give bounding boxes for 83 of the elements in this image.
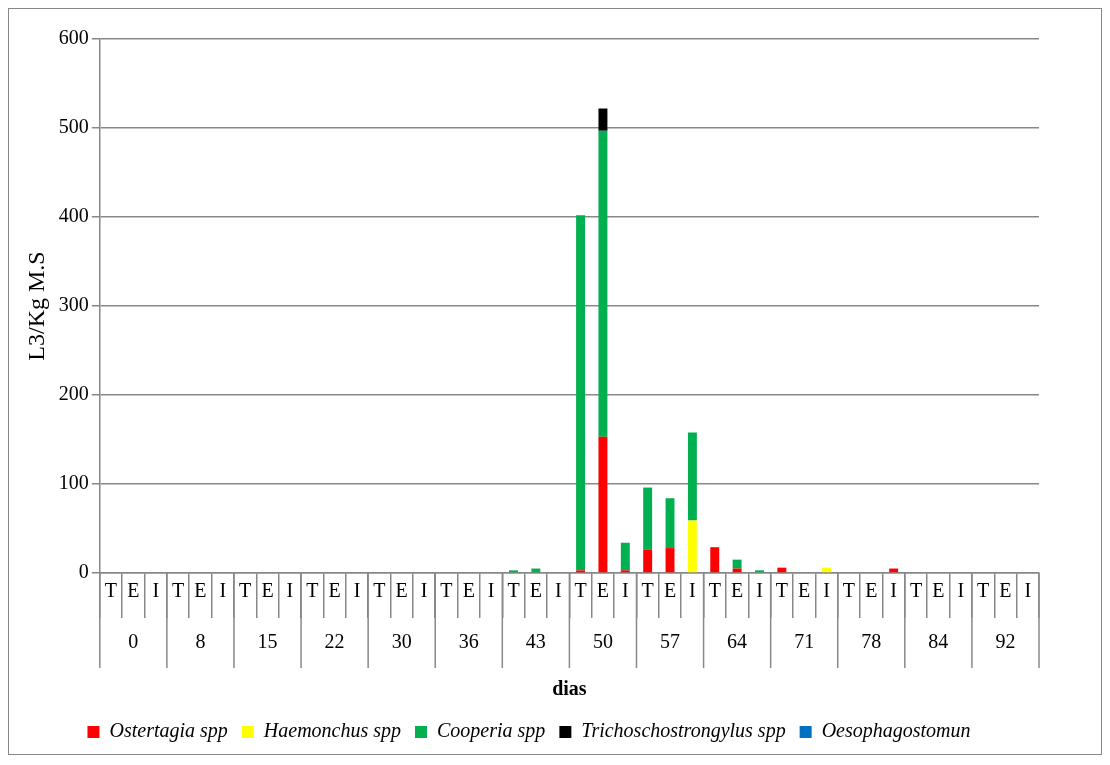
y-tick-label: 0 xyxy=(78,560,89,583)
x-tick-label: E xyxy=(596,579,610,602)
y-tick-label: 100 xyxy=(58,471,89,494)
text: 43 xyxy=(525,630,546,653)
x-tick-label: T xyxy=(104,579,118,602)
bar xyxy=(620,542,630,571)
x-tick-label: E xyxy=(328,579,341,602)
legend-label: Oesophagostomun xyxy=(821,719,971,743)
y-tick-label: 200 xyxy=(58,382,89,405)
x-tick-label: T xyxy=(373,579,386,602)
x-tick-label: T xyxy=(708,579,721,602)
legend-label: Ostertagia spp xyxy=(109,719,228,743)
x-tick-label: E xyxy=(261,579,274,602)
text: 0 xyxy=(128,630,139,653)
x-tick-label: I xyxy=(219,579,227,602)
bar xyxy=(643,549,653,573)
x-tick-label: I xyxy=(353,579,361,602)
x-tick-label: I xyxy=(1024,579,1032,602)
x-tick-label: T xyxy=(306,579,319,602)
x-tick-label: E xyxy=(798,579,811,602)
x-tick-label: E xyxy=(999,579,1012,602)
x-tick-label: E xyxy=(865,579,878,602)
x-tick-label: T xyxy=(440,579,453,602)
legend-label: Trichoschostrongylus spp xyxy=(581,719,786,743)
text: 64 xyxy=(727,630,748,653)
text: 50 xyxy=(592,630,613,653)
x-tick-label: T xyxy=(507,579,520,602)
x-tick-label: E xyxy=(395,579,408,602)
y-tick-label: 500 xyxy=(58,115,89,138)
text: 36 xyxy=(458,630,479,653)
x-tick-label: I xyxy=(152,579,160,602)
legend-label: Cooperia spp xyxy=(437,719,546,743)
x-tick-label: T xyxy=(239,579,252,602)
bar xyxy=(732,559,742,569)
bar xyxy=(643,487,653,550)
x-tick-label: E xyxy=(194,579,207,602)
text: 78 xyxy=(861,630,882,653)
bar xyxy=(687,520,697,573)
text: 8 xyxy=(195,630,206,653)
x-tick-label: E xyxy=(663,579,677,602)
y-tick-label: 400 xyxy=(58,204,89,227)
y-tick-label: 600 xyxy=(58,26,89,49)
bar xyxy=(687,432,697,521)
bar xyxy=(598,108,608,131)
text: 22 xyxy=(324,630,345,653)
x-tick-label: I xyxy=(890,579,897,602)
x-tick-label: I xyxy=(554,579,562,602)
x-tick-label: E xyxy=(932,579,945,602)
text: 71 xyxy=(794,630,815,653)
bar xyxy=(665,548,675,573)
x-tick-label: I xyxy=(487,579,495,602)
x-tick-label: I xyxy=(823,579,830,602)
x-tick-label: I xyxy=(957,579,965,602)
x-tick-label: I xyxy=(621,579,629,602)
bar xyxy=(665,498,675,549)
x-tick-label: T xyxy=(171,579,185,602)
bar xyxy=(598,130,608,437)
bar xyxy=(576,215,586,571)
x-axis-title: dias xyxy=(552,677,587,700)
x-tick-label: T xyxy=(641,579,654,602)
x-tick-label: I xyxy=(286,579,294,602)
text: 30 xyxy=(391,630,412,653)
x-tick-label: E xyxy=(127,579,140,602)
x-tick-label: I xyxy=(756,579,763,602)
legend-label: Haemonchus spp xyxy=(262,719,402,743)
x-tick-label: E xyxy=(731,579,744,602)
x-tick-label: E xyxy=(462,579,475,602)
x-tick-label: I xyxy=(420,579,428,602)
bar xyxy=(710,547,720,573)
text: 15 xyxy=(257,630,278,653)
bar xyxy=(598,436,608,573)
x-tick-label: T xyxy=(976,579,990,602)
y-tick-label: 300 xyxy=(58,293,89,316)
text: 84 xyxy=(928,630,949,653)
x-tick-label: T xyxy=(842,579,856,602)
x-tick-label: T xyxy=(909,579,923,602)
text: 92 xyxy=(995,630,1016,653)
x-tick-label: T xyxy=(775,579,788,602)
x-tick-label: I xyxy=(689,579,696,602)
text: 57 xyxy=(660,630,681,653)
x-tick-label: T xyxy=(574,579,587,602)
x-tick-label: E xyxy=(529,579,542,602)
y-axis-title: L3/Kg M.S xyxy=(22,251,49,361)
